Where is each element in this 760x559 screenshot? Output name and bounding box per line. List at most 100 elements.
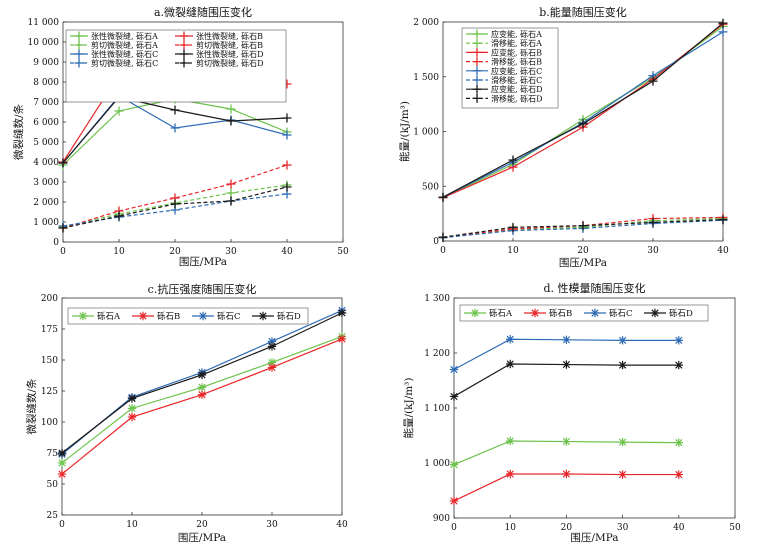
data-point	[337, 308, 347, 318]
legend-entry: 砾石D	[277, 311, 301, 322]
x-tick-label: 30	[225, 247, 237, 257]
data-point	[562, 335, 571, 344]
y-tick-label: 0	[433, 237, 439, 247]
legend-entry: 砾石A	[97, 311, 121, 322]
legend-entry: 滑移能, 砾石A	[491, 38, 542, 48]
data-point	[438, 232, 448, 242]
data-point	[197, 390, 207, 399]
y-tick-label: 125	[41, 387, 58, 397]
y-axis-label: 微裂缝数/条	[25, 378, 38, 435]
y-axis-label: 能量/(kJ/m³)	[402, 377, 415, 438]
y-tick-label: 75	[47, 449, 59, 459]
series-砾石C	[57, 306, 347, 459]
legend-marker	[472, 93, 482, 103]
data-point	[674, 438, 683, 447]
y-tick-label: 1 200	[424, 349, 450, 359]
x-tick-label: 0	[451, 523, 457, 533]
x-tick-label: 0	[440, 246, 446, 256]
legend-marker	[472, 47, 482, 57]
series-line	[61, 309, 343, 455]
legend-entry: 应变能, 砾石C	[491, 66, 542, 76]
y-tick-label: 6 000	[33, 118, 59, 128]
legend-entry: 砾石C	[217, 311, 241, 322]
legend-marker	[470, 308, 480, 318]
data-point	[226, 179, 236, 189]
data-point	[226, 116, 236, 126]
data-point	[226, 104, 236, 114]
legend-entry: 张性微裂缝, 砾石D	[196, 49, 264, 59]
legend-entry: 砾石B	[157, 311, 180, 322]
data-point	[618, 470, 627, 479]
data-point	[718, 18, 728, 28]
series-line	[61, 312, 343, 454]
y-tick-label: 8 000	[33, 78, 59, 88]
legend-entry: 剪切微裂缝, 砾石B	[196, 40, 263, 50]
y-tick-label: 5 000	[33, 138, 59, 148]
data-point	[618, 336, 627, 345]
data-point	[282, 182, 292, 192]
series-剪切微裂缝, 砾石B	[58, 160, 292, 233]
x-tick-label: 0	[60, 247, 66, 257]
data-point	[618, 360, 627, 370]
legend-marker	[198, 311, 208, 321]
legend-marker	[530, 308, 540, 318]
chart-title: a.微裂缝随围压变化	[154, 5, 252, 19]
series-line	[442, 216, 724, 238]
legend-marker	[78, 311, 88, 321]
y-tick-label: 4 000	[33, 158, 59, 168]
x-tick-label: 20	[561, 523, 573, 533]
legend-marker	[650, 308, 660, 318]
x-tick-label: 50	[337, 247, 349, 257]
series-line	[62, 164, 288, 229]
legend-entry: 滑移能, 砾石D	[491, 93, 543, 103]
data-point	[57, 469, 67, 479]
legend-entry: 应变能, 砾石D	[491, 84, 543, 94]
y-tick-label: 10 000	[28, 38, 60, 48]
data-point	[506, 359, 515, 369]
data-point	[449, 392, 459, 401]
x-axis-label: 围压/MPa	[559, 257, 607, 269]
data-point	[170, 199, 180, 209]
legend-entry: 剪切微裂缝, 砾石A	[91, 40, 158, 50]
legend-box	[461, 27, 559, 109]
legend-entry: 砾石D	[669, 308, 693, 319]
legend-entry: 滑移能, 砾石B	[491, 57, 542, 67]
data-point	[674, 470, 683, 479]
x-tick-label: 20	[196, 520, 208, 530]
y-tick-label: 150	[41, 356, 58, 366]
chart-panel-a: a.微裂缝随围压变化 0 10 20 30 40 50 0 1 000 2 000 3 000 4 0…	[12, 5, 349, 268]
legend-marker	[472, 29, 482, 39]
x-tick-label: 40	[717, 246, 729, 256]
x-tick-label: 50	[729, 523, 741, 533]
y-tick-label: 1 500	[413, 73, 439, 83]
legend-marker	[472, 66, 482, 76]
x-tick-label: 30	[266, 520, 278, 530]
chart-panel-c: c.抗压强度随围压变化 0 10 20 30 40 25 50 75 100 125 150 175 20…	[25, 282, 348, 544]
x-tick-label: 20	[577, 246, 589, 256]
legend-marker	[472, 84, 482, 94]
data-point	[267, 342, 277, 351]
x-tick-label: 40	[673, 523, 685, 533]
chart-panel-d: d. 性模量随围压变化 0 10 20 30 40 50 900 1 000 1 100 1 200…	[402, 281, 741, 544]
series-滑移能, 砾石D	[438, 215, 728, 242]
chart-title: c.抗压强度随围压变化	[148, 282, 257, 296]
x-tick-label: 10	[507, 246, 519, 256]
legend-marker	[74, 49, 84, 59]
legend-entry: 张性微裂缝, 砾石B	[196, 31, 263, 41]
y-tick-label: 2 000	[33, 198, 59, 208]
legend-marker	[179, 31, 189, 41]
y-tick-label: 1 000	[424, 459, 450, 469]
data-point	[508, 155, 518, 165]
y-tick-label: 3 000	[33, 178, 59, 188]
x-tick-label: 10	[113, 247, 125, 257]
series-砾石D	[57, 308, 347, 458]
data-point	[438, 192, 448, 202]
legend-entry: 剪切微裂缝, 砾石C	[91, 58, 158, 68]
series-砾石C	[449, 335, 683, 374]
data-point	[58, 158, 68, 168]
x-tick-label: 30	[617, 523, 629, 533]
x-axis-label: 围压/MPa	[178, 532, 226, 544]
y-tick-label: 7 000	[33, 98, 59, 108]
